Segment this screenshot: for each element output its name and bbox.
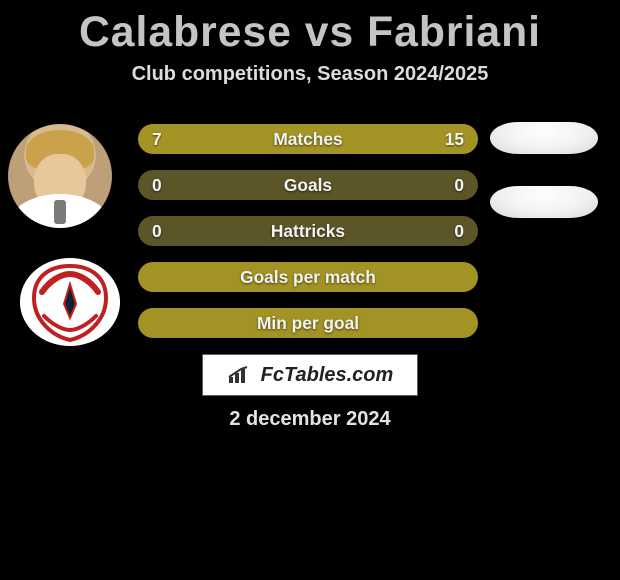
page-title: Calabrese vs Fabriani: [0, 0, 620, 57]
stat-value-right: 0: [440, 170, 478, 200]
side-pill: [490, 186, 598, 218]
stat-row-min-per-goal: Min per goal: [138, 308, 478, 338]
stat-label: Matches: [138, 124, 478, 154]
stat-row-goals-per-match: Goals per match: [138, 262, 478, 292]
side-pill: [490, 122, 598, 154]
stat-label: Min per goal: [138, 308, 478, 338]
stat-row-hattricks: 0 Hattricks 0: [138, 216, 478, 246]
bar-chart-icon: [227, 365, 253, 385]
stat-row-matches: 7 Matches 15: [138, 124, 478, 154]
stat-value-right: 15: [431, 124, 478, 154]
stat-row-goals: 0 Goals 0: [138, 170, 478, 200]
date-text: 2 december 2024: [0, 408, 620, 431]
stat-label: Hattricks: [138, 216, 478, 246]
stat-value-right: 0: [440, 216, 478, 246]
side-pill-column: [490, 122, 598, 218]
brand-text: FcTables.com: [261, 364, 394, 387]
subtitle: Club competitions, Season 2024/2025: [0, 63, 620, 86]
brand-box: FcTables.com: [202, 354, 418, 396]
stats-container: 7 Matches 15 0 Goals 0 0 Hattricks 0 Goa…: [138, 124, 478, 354]
player-left-avatar: [8, 124, 112, 228]
player-right-crest: [20, 258, 120, 346]
stat-label: Goals per match: [138, 262, 478, 292]
stat-label: Goals: [138, 170, 478, 200]
